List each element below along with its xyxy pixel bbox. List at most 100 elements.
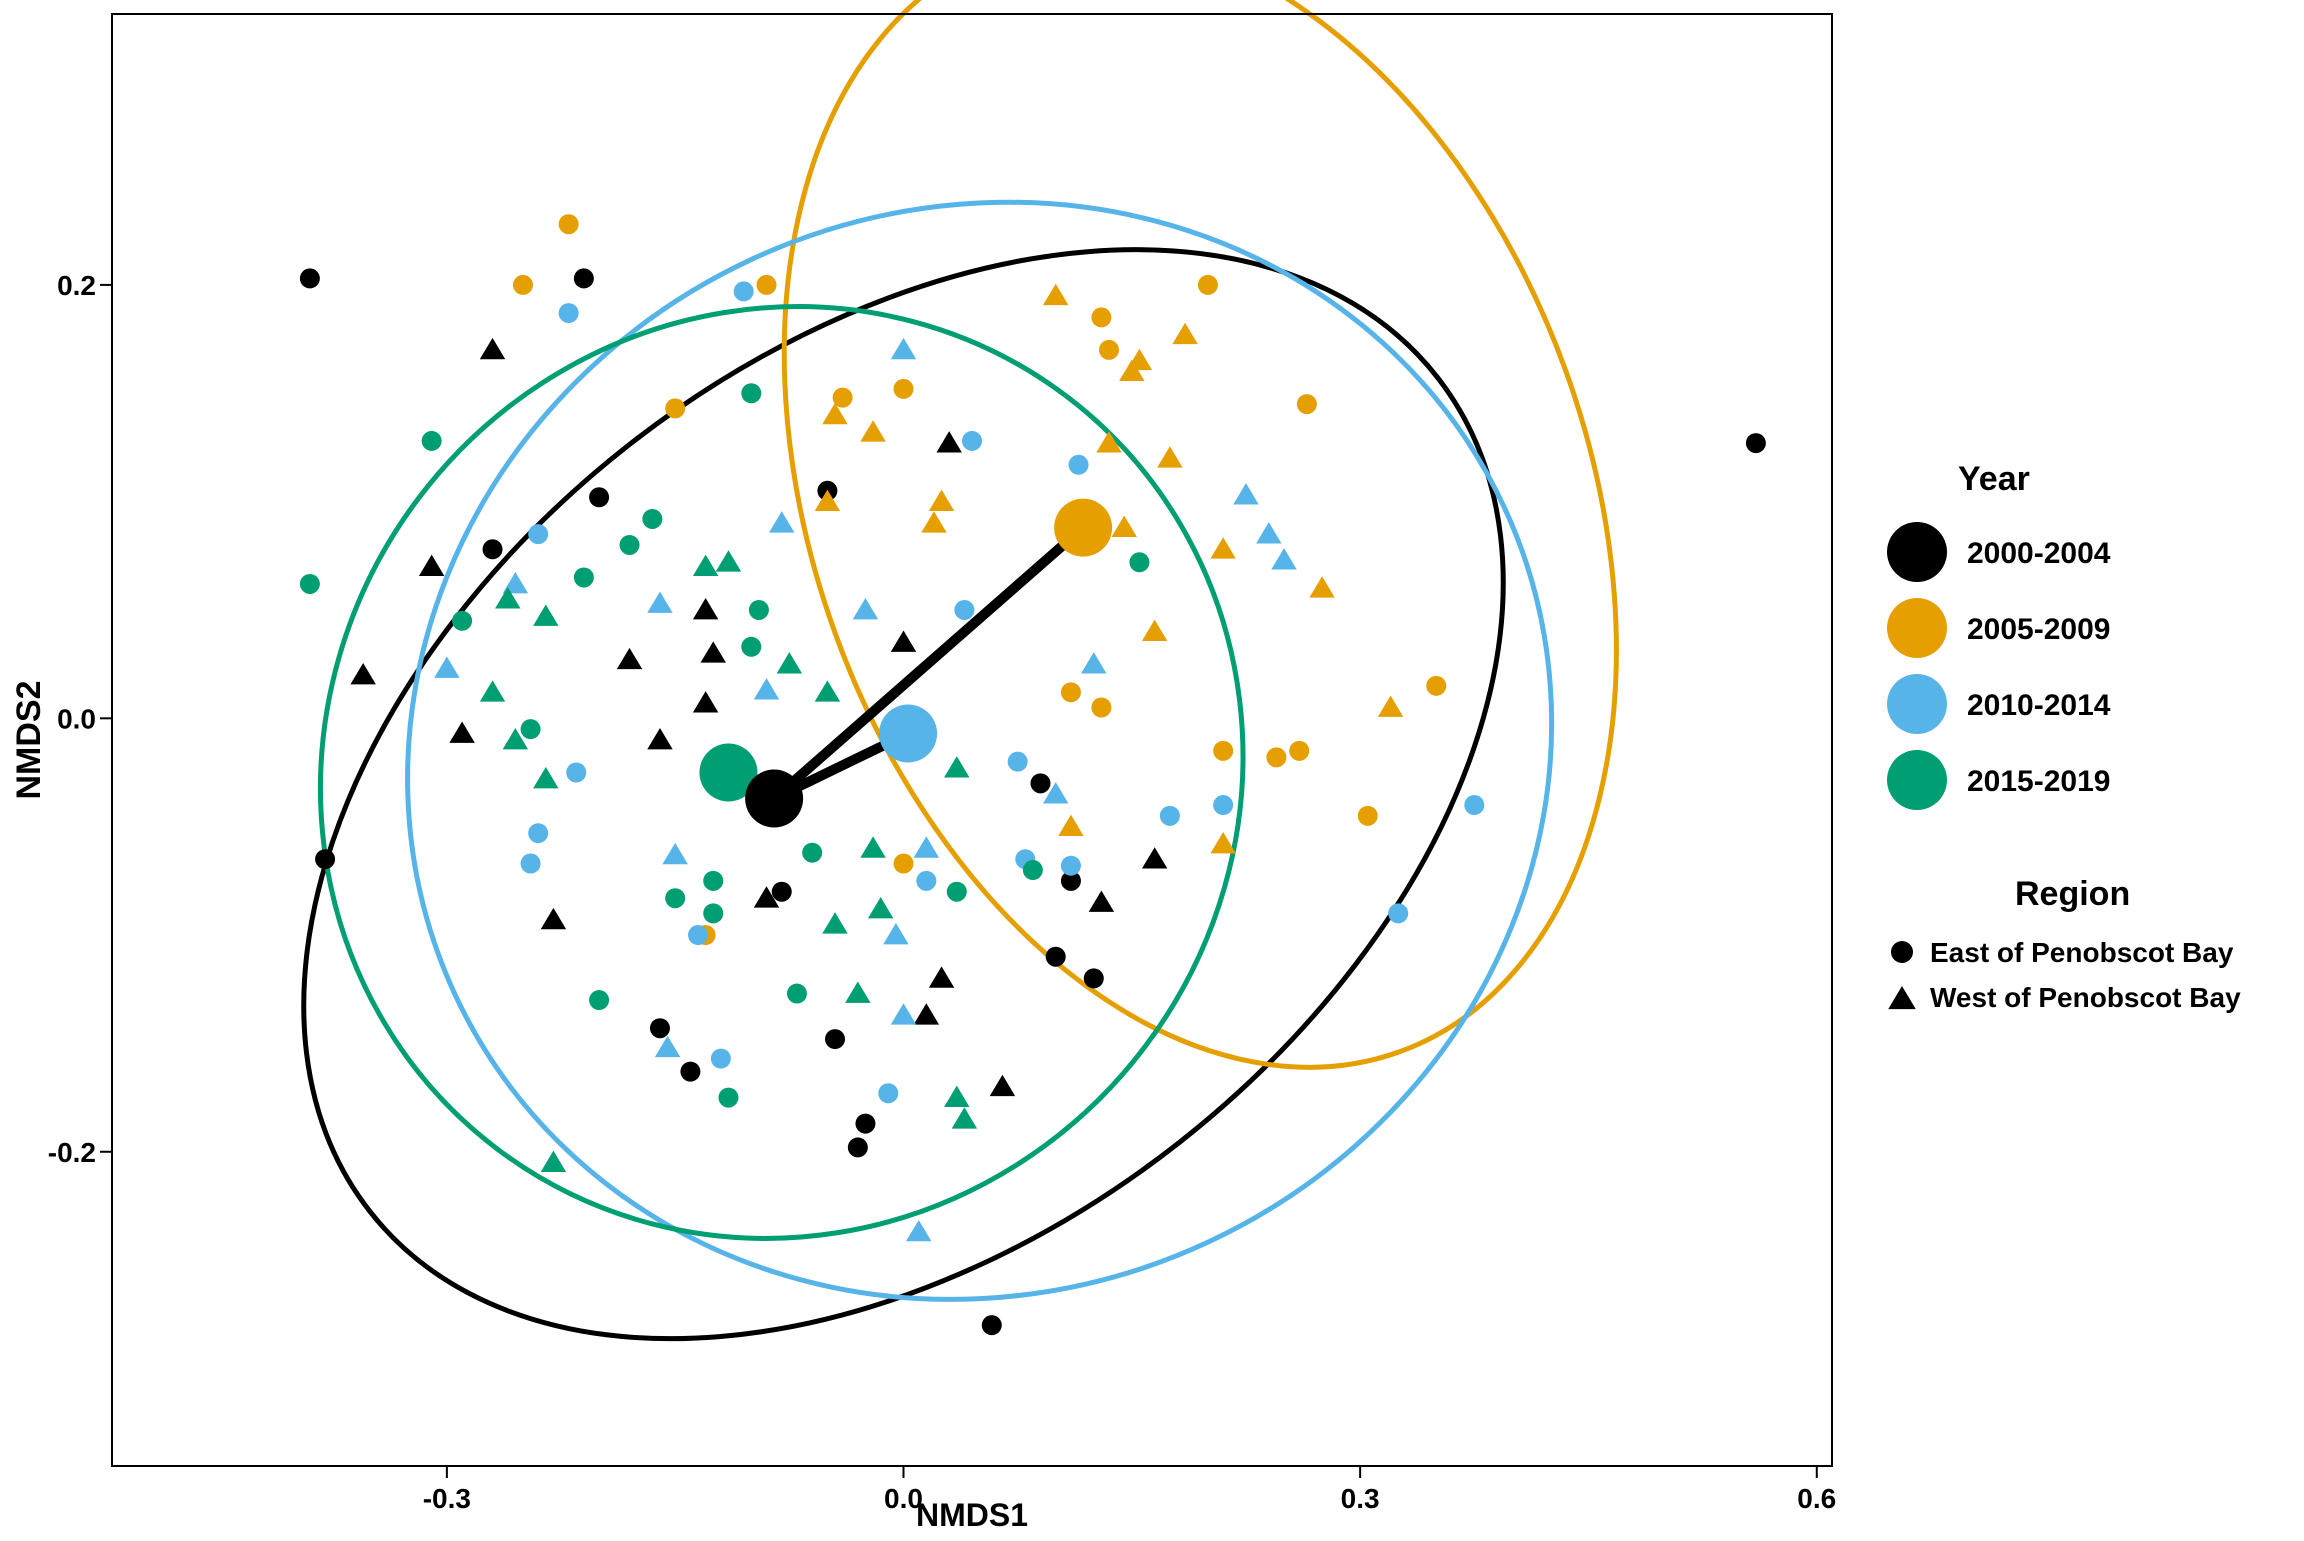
point-east-2000-2004 [680,1061,701,1082]
point-west-2005-2009 [1210,537,1236,559]
x-tick-label: -0.3 [423,1483,471,1514]
point-east-2010-2014 [962,430,982,451]
legend: Year 2000-2004 2005-2009 2010-2014 2015-201… [1887,460,2241,1013]
point-west-2010-2014 [852,597,879,620]
point-west-2015-2019 [867,897,894,919]
x-tick-label: 0.0 [884,1483,923,1514]
point-west-2000-2004 [692,691,719,713]
point-east-2005-2009 [665,398,686,419]
y-tick-label: 0.2 [57,270,96,301]
point-west-2015-2019 [502,728,529,750]
point-west-2010-2014 [890,337,917,360]
point-west-2000-2004 [936,431,962,453]
point-west-2010-2014 [654,1035,681,1058]
point-east-2010-2014 [1213,795,1234,816]
legend-year-label: 2010-2014 [1967,689,2111,722]
point-west-2000-2004 [449,721,475,743]
centroid-2015-2019 [699,743,758,802]
legend-year-swatch [1887,674,1947,734]
x-tick-label: 0.3 [1341,1483,1380,1514]
point-east-2000-2004 [771,881,792,902]
point-east-2015-2019 [619,534,640,555]
ellipse-2005-2009 [781,0,1619,1070]
point-west-2000-2004 [753,886,780,908]
point-west-2010-2014 [1042,782,1069,804]
legend-year-items: 2000-2004 2005-2009 2010-2014 2015-2019 [1887,522,2111,810]
point-west-2015-2019 [533,767,559,789]
point-east-2015-2019 [452,610,473,631]
point-west-2010-2014 [1081,652,1107,674]
point-east-2015-2019 [748,599,769,620]
point-west-2000-2004 [616,647,643,670]
point-east-2010-2014 [1060,855,1081,876]
point-west-2015-2019 [951,1107,978,1129]
point-east-2005-2009 [893,853,914,874]
point-east-2005-2009 [1060,682,1081,703]
point-west-2010-2014 [647,591,673,613]
point-east-2005-2009 [893,378,914,399]
point-east-2005-2009 [1091,307,1112,328]
point-east-2005-2009 [1426,675,1447,696]
point-west-2005-2009 [1119,359,1145,381]
point-west-2015-2019 [692,554,719,576]
point-east-2000-2004 [1745,433,1766,454]
point-east-2015-2019 [520,719,541,740]
point-east-2010-2014 [954,599,975,620]
point-east-2010-2014 [688,925,709,946]
point-west-2000-2004 [1141,847,1168,869]
point-east-2000-2004 [855,1113,876,1134]
point-east-2015-2019 [1129,552,1150,573]
legend-region-label: East of Penobscot Bay [1930,937,2234,968]
point-east-2010-2014 [528,823,549,844]
point-west-2015-2019 [540,1150,567,1172]
point-west-2000-2004 [418,554,445,576]
point-west-2005-2009 [1096,431,1122,453]
point-west-2000-2004 [350,662,376,685]
point-east-2005-2009 [1296,394,1317,415]
legend-year-swatch [1887,598,1947,658]
point-east-2010-2014 [1007,751,1028,772]
point-west-2010-2014 [906,1219,932,1242]
point-east-2015-2019 [573,567,594,588]
point-west-2015-2019 [944,756,970,778]
ellipse-2015-2019 [317,304,1246,1241]
point-east-2010-2014 [710,1048,731,1069]
legend-year-title: Year [1958,460,2030,498]
legend-year-swatch [1887,750,1947,810]
point-west-2005-2009 [860,420,886,442]
point-west-2005-2009 [1172,322,1198,345]
plot-frame [111,13,1833,1467]
point-east-2010-2014 [733,281,754,302]
point-east-2010-2014 [566,762,587,783]
point-east-2010-2014 [916,870,937,891]
point-west-2010-2014 [769,511,795,533]
point-west-2005-2009 [1377,695,1404,717]
point-east-2005-2009 [1197,274,1218,295]
point-east-2005-2009 [1357,805,1378,826]
point-east-2015-2019 [741,636,762,657]
point-west-2000-2004 [692,597,719,620]
point-east-2000-2004 [981,1315,1002,1336]
point-west-2010-2014 [662,842,688,865]
point-east-2000-2004 [482,539,503,560]
point-east-2010-2014 [1068,454,1089,475]
point-east-2000-2004 [1083,968,1104,989]
point-east-2015-2019 [589,990,610,1011]
ellipse-2000-2004 [301,247,1506,1342]
point-west-2005-2009 [1157,446,1183,468]
point-east-2005-2009 [1289,740,1310,761]
point-east-2005-2009 [558,214,579,235]
point-west-2005-2009 [822,402,848,425]
point-west-2010-2014 [502,571,529,594]
centroid-2000-2004 [745,769,804,828]
legend-region-circle-icon [1891,941,1913,963]
point-west-2010-2014 [883,923,909,945]
point-west-2000-2004 [540,907,567,930]
point-west-2000-2004 [913,1003,940,1025]
point-east-2015-2019 [718,1087,739,1108]
point-east-2000-2004 [589,487,610,508]
point-east-2015-2019 [421,430,442,451]
point-east-2000-2004 [573,268,594,289]
